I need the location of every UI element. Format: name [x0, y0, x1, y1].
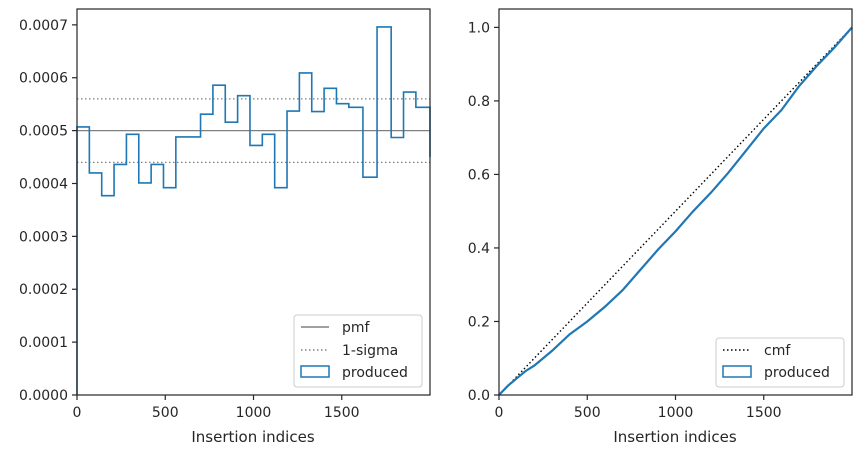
left-x-tick-label: 0: [73, 405, 82, 421]
left-y-tick-label: 0.0003: [19, 229, 68, 245]
right-plot-area: [498, 26, 853, 396]
legend-produced-swatch: [300, 365, 330, 378]
left-y-tick-label: 0.0007: [19, 18, 68, 34]
left-y-tick-label: 0.0002: [19, 282, 68, 298]
right-chart: 0 500 1000 1500 0.0 0.2 0.4 0.6 0.8 1.0 Insertio…: [468, 8, 853, 446]
right-x-tick-label: 1000: [658, 405, 694, 421]
right-axes-frame: [498, 8, 853, 396]
left-y-tick-label: 0.0006: [19, 71, 68, 87]
right-x-tick-label: 0: [495, 405, 504, 421]
legend-1-sigma-label: 1-sigma: [342, 343, 398, 359]
produced-line: [498, 26, 853, 396]
legend-produced-label: produced: [342, 365, 408, 381]
right-x-axis: 0 500 1000 1500: [495, 395, 782, 421]
legend-pmf-label: pmf: [342, 320, 371, 336]
left-x-tick-label: 1000: [236, 405, 272, 421]
right-y-tick-label: 0.4: [468, 241, 490, 257]
left-x-tick-label: 1500: [324, 405, 360, 421]
legend-produced-swatch-right: [722, 365, 752, 378]
left-plot-area: [76, 26, 431, 395]
left-y-tick-label: 0.0005: [19, 124, 68, 140]
legend-produced-label-right: produced: [764, 365, 830, 381]
left-chart: 0 500 1000 1500 0.00000.00010.00020.00030.0…: [19, 8, 431, 446]
right-y-tick-label: 0.2: [468, 314, 490, 330]
right-legend: cmf produced: [715, 337, 845, 388]
left-y-axis: 0.0000 0.0001 0.0002 0.0003 0.0004 0.0005 0.00…: [19, 18, 77, 404]
right-y-tick-label: 1.0: [468, 20, 490, 36]
left-x-tick-label: 500: [152, 405, 179, 421]
right-y-axis: 0.0 0.2 0.4 0.6 0.8 1.0: [468, 20, 499, 404]
left-y-tick-label: 0.0000: [19, 388, 68, 404]
left-y-tick-label: 0.0001: [19, 335, 68, 351]
produced-histogram-step: [76, 26, 431, 395]
left-x-axis: 0 500 1000 1500: [73, 395, 360, 421]
left-legend: pmf 1-sigma produced: [293, 314, 423, 388]
right-y-tick-label: 0.8: [468, 94, 490, 110]
left-x-axis-label: Insertion indices: [191, 428, 314, 446]
cmf-line: [498, 26, 853, 396]
right-x-tick-label: 500: [574, 405, 601, 421]
right-x-tick-label: 1500: [746, 405, 782, 421]
legend-cmf-label: cmf: [764, 343, 791, 359]
left-y-tick-label: 0.0004: [19, 176, 68, 192]
right-x-axis-label: Insertion indices: [613, 428, 736, 446]
right-y-tick-label: 0.6: [468, 167, 490, 183]
left-legend-box: [293, 314, 423, 388]
right-y-tick-label: 0.0: [468, 388, 490, 404]
